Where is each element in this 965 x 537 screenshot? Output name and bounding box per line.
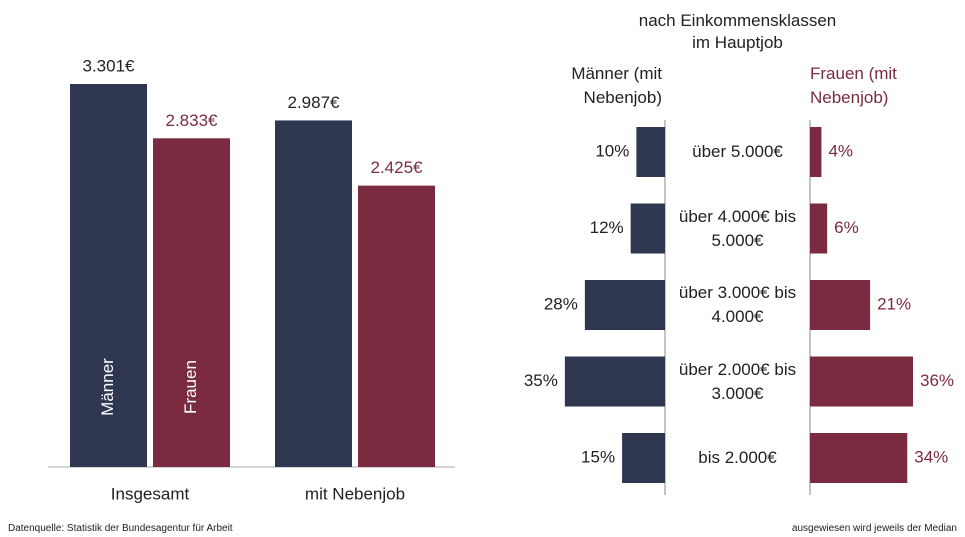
value-label: 12% [590, 218, 624, 237]
value-label: 34% [914, 447, 948, 466]
category-label: Insgesamt [111, 484, 190, 503]
value-label: 2.425€ [371, 158, 424, 177]
series-label: Frauen [181, 360, 200, 414]
value-label: 3.301€ [83, 56, 136, 75]
category-label: über 3.000€ bis 4.000€ [678, 283, 797, 326]
category-label: mit Nebenjob [305, 484, 405, 503]
legend-label: Frauen (mit Nebenjob) [810, 64, 897, 107]
bar [584, 280, 665, 330]
bar [636, 127, 665, 177]
value-label: 2.833€ [166, 111, 219, 130]
bar [564, 356, 665, 407]
value-label: 36% [920, 371, 954, 390]
category-label: über 4.000€ bis 5.000€ [678, 206, 797, 250]
series-label: Männer [98, 358, 117, 416]
category-label: über 5.000€ [692, 142, 783, 161]
legend-label: Männer (mit Nebenjob) [571, 64, 662, 107]
median-note: ausgewiesen wird jeweils der Median [791, 523, 957, 534]
value-label: 6% [834, 218, 859, 237]
value-label: 10% [595, 141, 629, 160]
bar [70, 84, 147, 467]
value-label: 15% [581, 447, 615, 466]
category-label: über 2.000€ bis 3.000€ [678, 359, 797, 403]
bar [810, 356, 913, 407]
bar [810, 203, 828, 254]
value-label: 4% [828, 141, 853, 160]
bar [622, 433, 665, 483]
category-label: bis 2.000€ [698, 448, 777, 467]
source-note: Datenquelle: Statistik der Bundesagentur… [8, 523, 233, 534]
bar [810, 433, 908, 483]
value-label: 28% [544, 294, 578, 313]
chart-title: nach Einkommensklassen im Hauptjob [638, 11, 837, 52]
value-label: 21% [877, 294, 911, 313]
value-label: 35% [524, 371, 558, 390]
bar [810, 280, 871, 330]
bar [153, 138, 230, 467]
bar [630, 203, 665, 254]
bar [275, 120, 352, 467]
bar [810, 127, 822, 177]
bar [358, 185, 435, 467]
value-label: 2.987€ [288, 93, 341, 112]
